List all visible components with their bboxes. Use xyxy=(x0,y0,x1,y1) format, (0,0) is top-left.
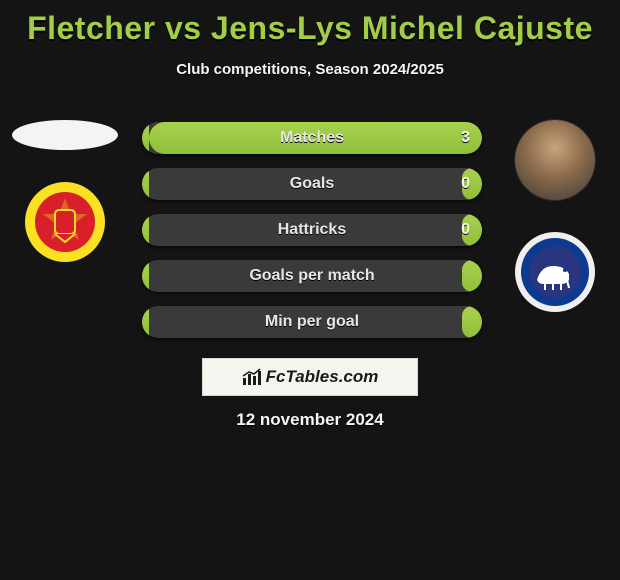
stat-bar: Goals0 xyxy=(142,168,482,200)
comparison-subtitle: Club competitions, Season 2024/2025 xyxy=(0,61,620,78)
stat-bar-label: Min per goal xyxy=(142,313,482,331)
comparison-date: 12 november 2024 xyxy=(0,410,620,430)
stat-bar: Min per goal xyxy=(142,306,482,338)
stat-bar-value-right: 0 xyxy=(461,175,470,193)
brand-watermark: FcTables.com xyxy=(202,358,418,396)
stat-bar-label: Hattricks xyxy=(142,221,482,239)
stat-bar-label: Matches xyxy=(142,129,482,147)
stat-bars: Matches3Goals0Hattricks0Goals per matchM… xyxy=(142,122,482,338)
right-player-column xyxy=(510,120,600,314)
ipswich-crest-icon xyxy=(513,230,597,314)
stat-bar-label: Goals per match xyxy=(142,267,482,285)
stat-bar: Matches3 xyxy=(142,122,482,154)
stat-bar-label: Goals xyxy=(142,175,482,193)
left-player-placeholder xyxy=(12,120,118,150)
left-team-crest xyxy=(23,180,107,264)
comparison-title: Fletcher vs Jens-Lys Michel Cajuste xyxy=(0,0,620,47)
brand-text: FcTables.com xyxy=(266,367,379,387)
stat-bar: Hattricks0 xyxy=(142,214,482,246)
bar-chart-icon xyxy=(242,368,262,386)
left-player-column xyxy=(10,120,120,264)
stat-bar-value-right: 0 xyxy=(461,221,470,239)
stat-bar: Goals per match xyxy=(142,260,482,292)
stat-bar-value-right: 3 xyxy=(461,129,470,147)
manutd-crest-icon xyxy=(23,180,107,264)
right-player-photo xyxy=(515,120,595,200)
right-team-crest xyxy=(513,230,597,314)
